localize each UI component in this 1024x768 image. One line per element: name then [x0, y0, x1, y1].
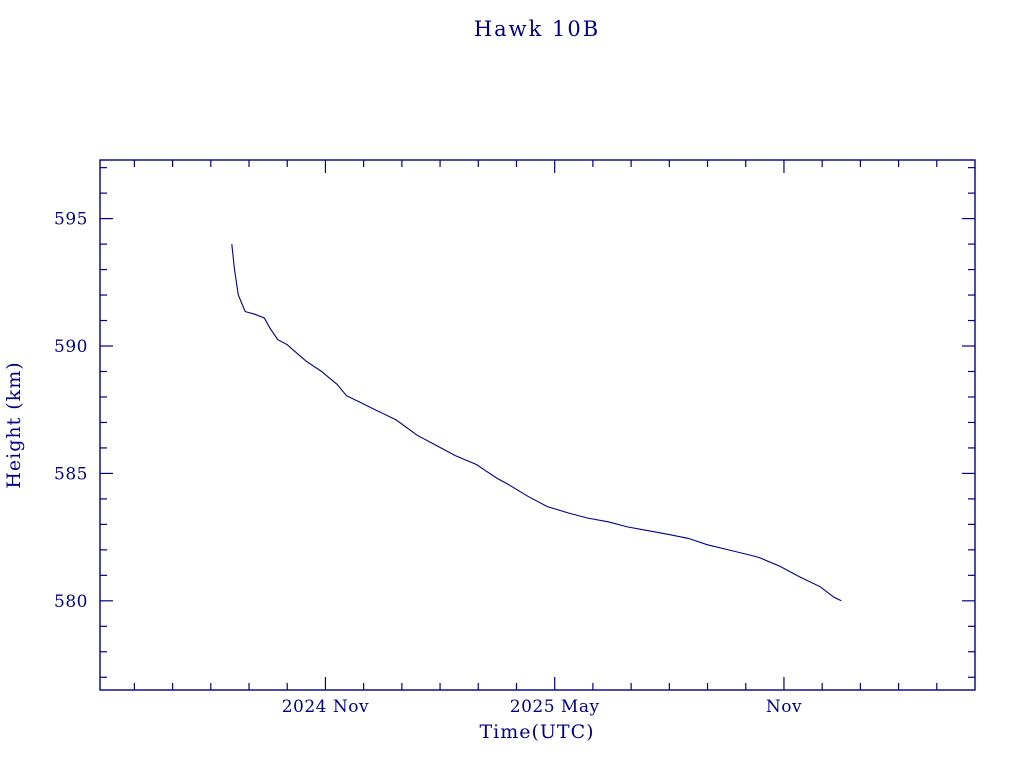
y-axis-label: Height (km): [3, 361, 25, 488]
axis-ticks: [100, 160, 975, 690]
y-tick-label: 590: [54, 337, 88, 357]
decay-curve: [231, 244, 842, 602]
y-tick-label: 595: [54, 210, 88, 230]
data-series-group: [231, 244, 842, 602]
y-tick-label: 585: [54, 464, 88, 484]
x-tick-label: 2025 May: [510, 697, 600, 717]
x-axis-label: Time(UTC): [479, 721, 594, 743]
y-tick-label: 580: [54, 592, 88, 612]
x-tick-label: 2024 Nov: [282, 697, 369, 717]
plot-frame: [99, 159, 976, 691]
axis-tick-labels: 2024 Nov 2025 May Nov 580 585 590 595: [54, 210, 802, 717]
x-tick-label: Nov: [766, 697, 802, 717]
chart-title: Hawk 10B: [474, 17, 600, 41]
